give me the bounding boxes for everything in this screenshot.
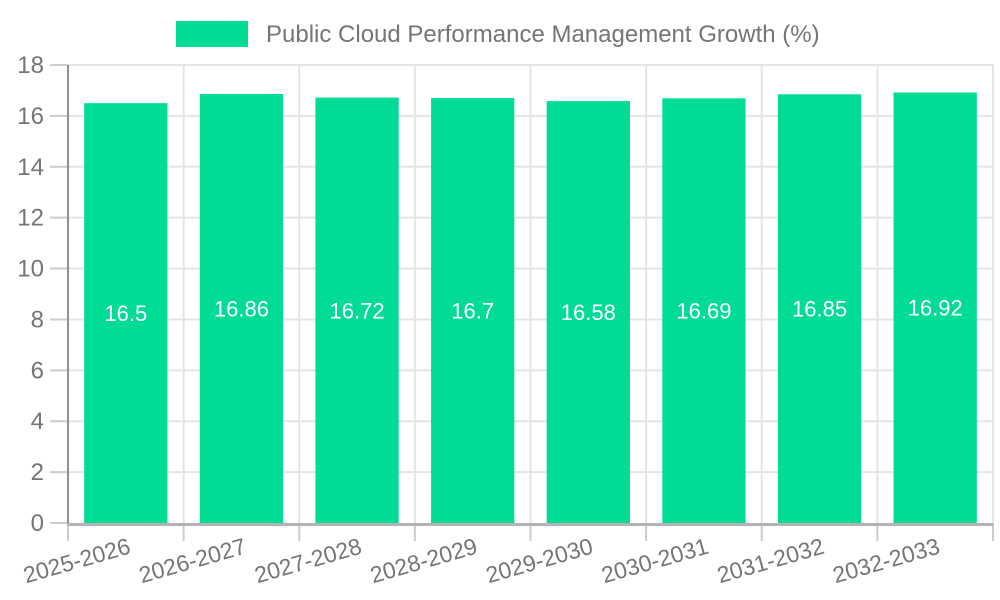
x-axis-tick-label: 2026-2027 (136, 533, 249, 588)
x-axis-tick-label: 2028-2029 (367, 533, 480, 588)
bar-value-label: 16.92 (908, 296, 963, 321)
y-axis-tick-label: 2 (31, 459, 44, 486)
bar[interactable] (315, 97, 399, 524)
bar[interactable] (199, 94, 284, 524)
y-axis-tick-label: 18 (17, 52, 44, 79)
x-axis-tick-label: 2027-2028 (252, 533, 365, 588)
x-axis-tick-label: 2032-2033 (830, 533, 943, 588)
y-axis-tick-label: 8 (31, 306, 44, 333)
bar-series: 16.5 16.86 16.72 16.7 16.58 16.69 16.85 16.92 (84, 92, 977, 524)
y-axis-tick-label: 0 (31, 510, 44, 537)
bar-value-label: 16.5 (104, 301, 147, 326)
y-axis-tick-label: 14 (17, 154, 44, 181)
legend[interactable]: Public Cloud Performance Management Grow… (176, 21, 820, 48)
bar-value-label: 16.7 (451, 299, 494, 324)
bar[interactable] (431, 98, 515, 524)
bar-value-label: 16.58 (561, 300, 616, 325)
bar-value-label: 16.69 (676, 299, 731, 324)
bar[interactable] (777, 94, 862, 523)
bar-value-label: 16.85 (792, 297, 847, 322)
bar-value-label: 16.86 (214, 297, 269, 322)
x-axis-tick-label: 2030-2031 (598, 533, 711, 588)
y-axis-tick-label: 10 (17, 256, 44, 283)
y-axis-tick-label: 6 (31, 357, 44, 384)
bar[interactable] (662, 98, 746, 524)
legend-label: Public Cloud Performance Management Grow… (266, 21, 820, 48)
y-axis-tick-label: 4 (31, 408, 44, 435)
bar[interactable] (893, 92, 977, 523)
y-axis-tick-label: 16 (17, 103, 44, 130)
x-axis-tick-label: 2029-2030 (483, 533, 596, 588)
x-axis-tick-label: 2025-2026 (20, 533, 133, 588)
bar[interactable] (546, 101, 630, 524)
x-axis-tick-label: 2031-2032 (714, 533, 827, 588)
axes (67, 65, 993, 526)
legend-swatch-icon (176, 21, 248, 47)
bar-value-label: 16.72 (330, 298, 385, 323)
y-axis-tick-label: 12 (17, 205, 44, 232)
bar[interactable] (84, 103, 168, 524)
